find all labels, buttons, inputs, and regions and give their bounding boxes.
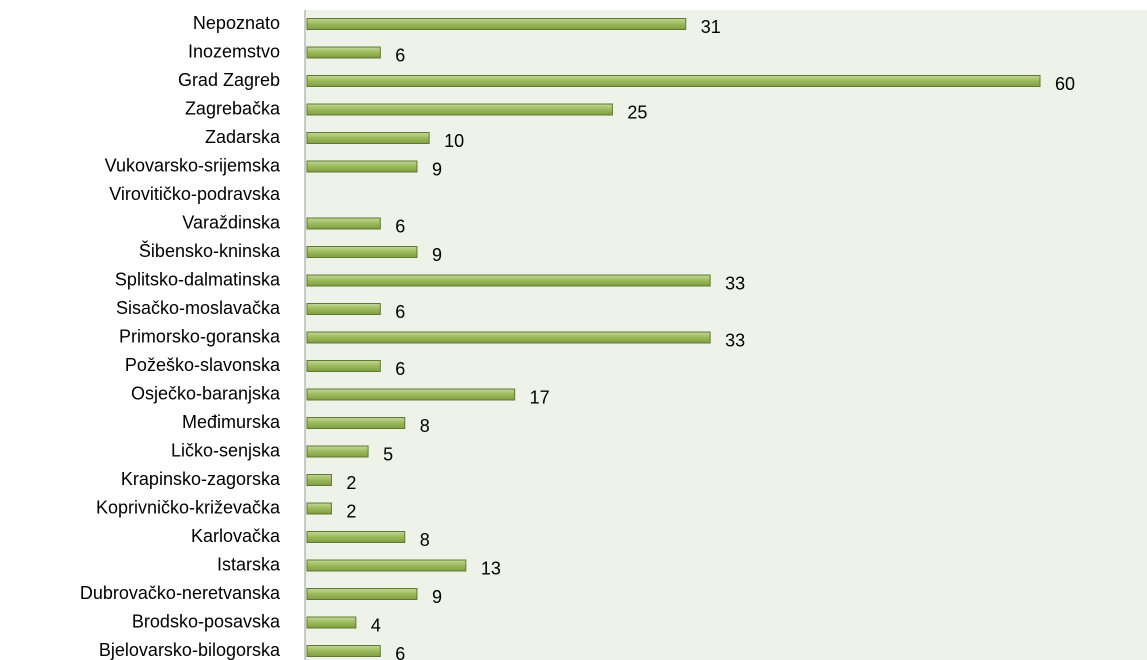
- y-tick-label: Osječko-baranjska: [131, 383, 281, 403]
- bar: [306, 388, 516, 401]
- bar: [306, 531, 406, 543]
- y-tick-label: Krapinsko-zagorska: [121, 469, 281, 489]
- y-tick-label: Inozemstvo: [188, 41, 280, 61]
- value-label: 2: [346, 501, 356, 521]
- bar: [306, 417, 406, 429]
- value-label: 9: [432, 245, 442, 265]
- y-tick-label: Virovitičko-podravska: [109, 184, 281, 204]
- value-label: 33: [725, 273, 745, 293]
- value-label: 6: [395, 359, 405, 379]
- bar: [306, 103, 613, 116]
- y-tick-label: Primorsko-goranska: [119, 326, 281, 346]
- y-tick-label: Grad Zagreb: [178, 70, 280, 90]
- value-label: 31: [701, 17, 721, 37]
- y-tick-label: Zadarska: [205, 127, 281, 147]
- bar: [306, 132, 430, 144]
- bar: [306, 331, 711, 344]
- value-label: 5: [383, 444, 393, 464]
- bar: [306, 18, 687, 30]
- value-label: 6: [395, 45, 405, 65]
- bar: [306, 588, 418, 600]
- value-label: 9: [432, 587, 442, 607]
- value-label: 6: [395, 302, 405, 322]
- y-tick-label: Karlovačka: [191, 526, 281, 546]
- bar: [306, 274, 711, 287]
- y-tick-label: Šibensko-kninska: [139, 240, 281, 261]
- value-label: 2: [346, 473, 356, 493]
- value-label: 25: [627, 102, 647, 122]
- y-tick-label: Zagrebačka: [185, 98, 281, 118]
- value-label: 13: [481, 558, 501, 578]
- bar: [306, 445, 369, 458]
- value-label: 6: [395, 644, 405, 660]
- y-tick-label: Dubrovačko-neretvanska: [80, 583, 281, 603]
- value-label: 33: [725, 330, 745, 350]
- bar: [306, 502, 332, 515]
- bar: [306, 303, 381, 315]
- bar: [306, 645, 381, 657]
- value-label: 60: [1055, 74, 1075, 94]
- bar: [306, 559, 467, 572]
- value-label: 17: [530, 387, 550, 407]
- y-tick-label: Vukovarsko-srijemska: [105, 155, 281, 175]
- bar: [306, 46, 381, 59]
- y-tick-label: Istarska: [217, 554, 281, 574]
- y-tick-label: Brodsko-posavska: [132, 611, 281, 631]
- y-tick-label: Sisačko-moslavačka: [116, 298, 281, 318]
- bar: [306, 474, 332, 486]
- value-label: 6: [395, 216, 405, 236]
- value-label: 9: [432, 159, 442, 179]
- bar: [306, 217, 381, 230]
- y-tick-label: Bjelovarsko-bilogorska: [99, 640, 281, 660]
- bar: [306, 160, 418, 173]
- y-tick-label: Nepoznato: [193, 13, 280, 33]
- y-tick-label: Varaždinska: [182, 212, 281, 232]
- bar: [306, 616, 357, 629]
- y-tick-label: Koprivničko-križevačka: [96, 497, 281, 517]
- value-label: 4: [371, 615, 381, 635]
- y-tick-label: Međimurska: [182, 412, 281, 432]
- y-tick-label: Ličko-senjska: [171, 440, 281, 460]
- value-label: 8: [420, 530, 430, 550]
- bar: [306, 360, 381, 372]
- y-tick-label: Požeško-slavonska: [125, 355, 281, 375]
- y-tick-label: Splitsko-dalmatinska: [115, 269, 281, 289]
- value-label: 8: [420, 416, 430, 436]
- value-label: 10: [444, 131, 464, 151]
- bar: [306, 246, 418, 258]
- bar: [306, 75, 1041, 87]
